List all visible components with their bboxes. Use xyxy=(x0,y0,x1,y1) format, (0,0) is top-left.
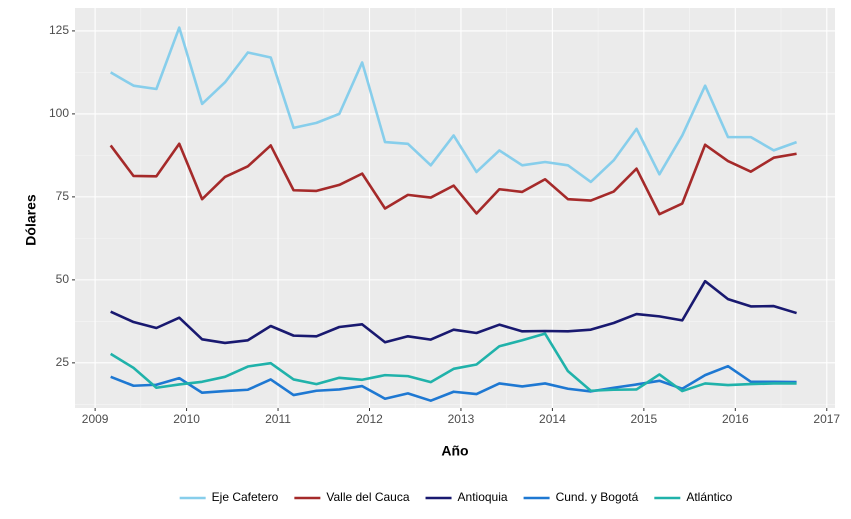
legend-label: Antioquia xyxy=(458,490,508,504)
x-axis-title: Año xyxy=(441,443,468,459)
x-tick-label: 2011 xyxy=(265,412,291,426)
series-line xyxy=(110,26,798,184)
x-tick-label: 2015 xyxy=(631,412,658,426)
legend-label: Valle del Cauca xyxy=(326,490,409,504)
y-tick-label: 50 xyxy=(56,272,70,286)
x-tick-label: 2009 xyxy=(82,412,109,426)
x-tick-label: 2017 xyxy=(813,412,840,426)
x-tick-label: 2010 xyxy=(173,412,200,426)
x-tick-label: 2014 xyxy=(539,412,566,426)
legend-label: Eje Cafetero xyxy=(212,490,279,504)
y-axis-title: Dólares xyxy=(23,194,39,246)
plot-panel xyxy=(75,8,835,408)
series-line xyxy=(109,332,797,393)
series-line xyxy=(109,142,797,216)
legend-label: Atlántico xyxy=(686,490,732,504)
series-line xyxy=(110,364,797,402)
y-tick-label: 125 xyxy=(49,23,69,37)
x-tick-label: 2016 xyxy=(722,412,749,426)
series-line xyxy=(110,279,797,345)
x-tick-label: 2012 xyxy=(356,412,383,426)
x-tick-label: 2013 xyxy=(448,412,475,426)
legend-label: Cund. y Bogotá xyxy=(556,490,639,504)
y-tick-label: 100 xyxy=(49,106,69,120)
y-tick-label: 75 xyxy=(56,189,70,203)
y-tick-label: 25 xyxy=(56,355,70,369)
